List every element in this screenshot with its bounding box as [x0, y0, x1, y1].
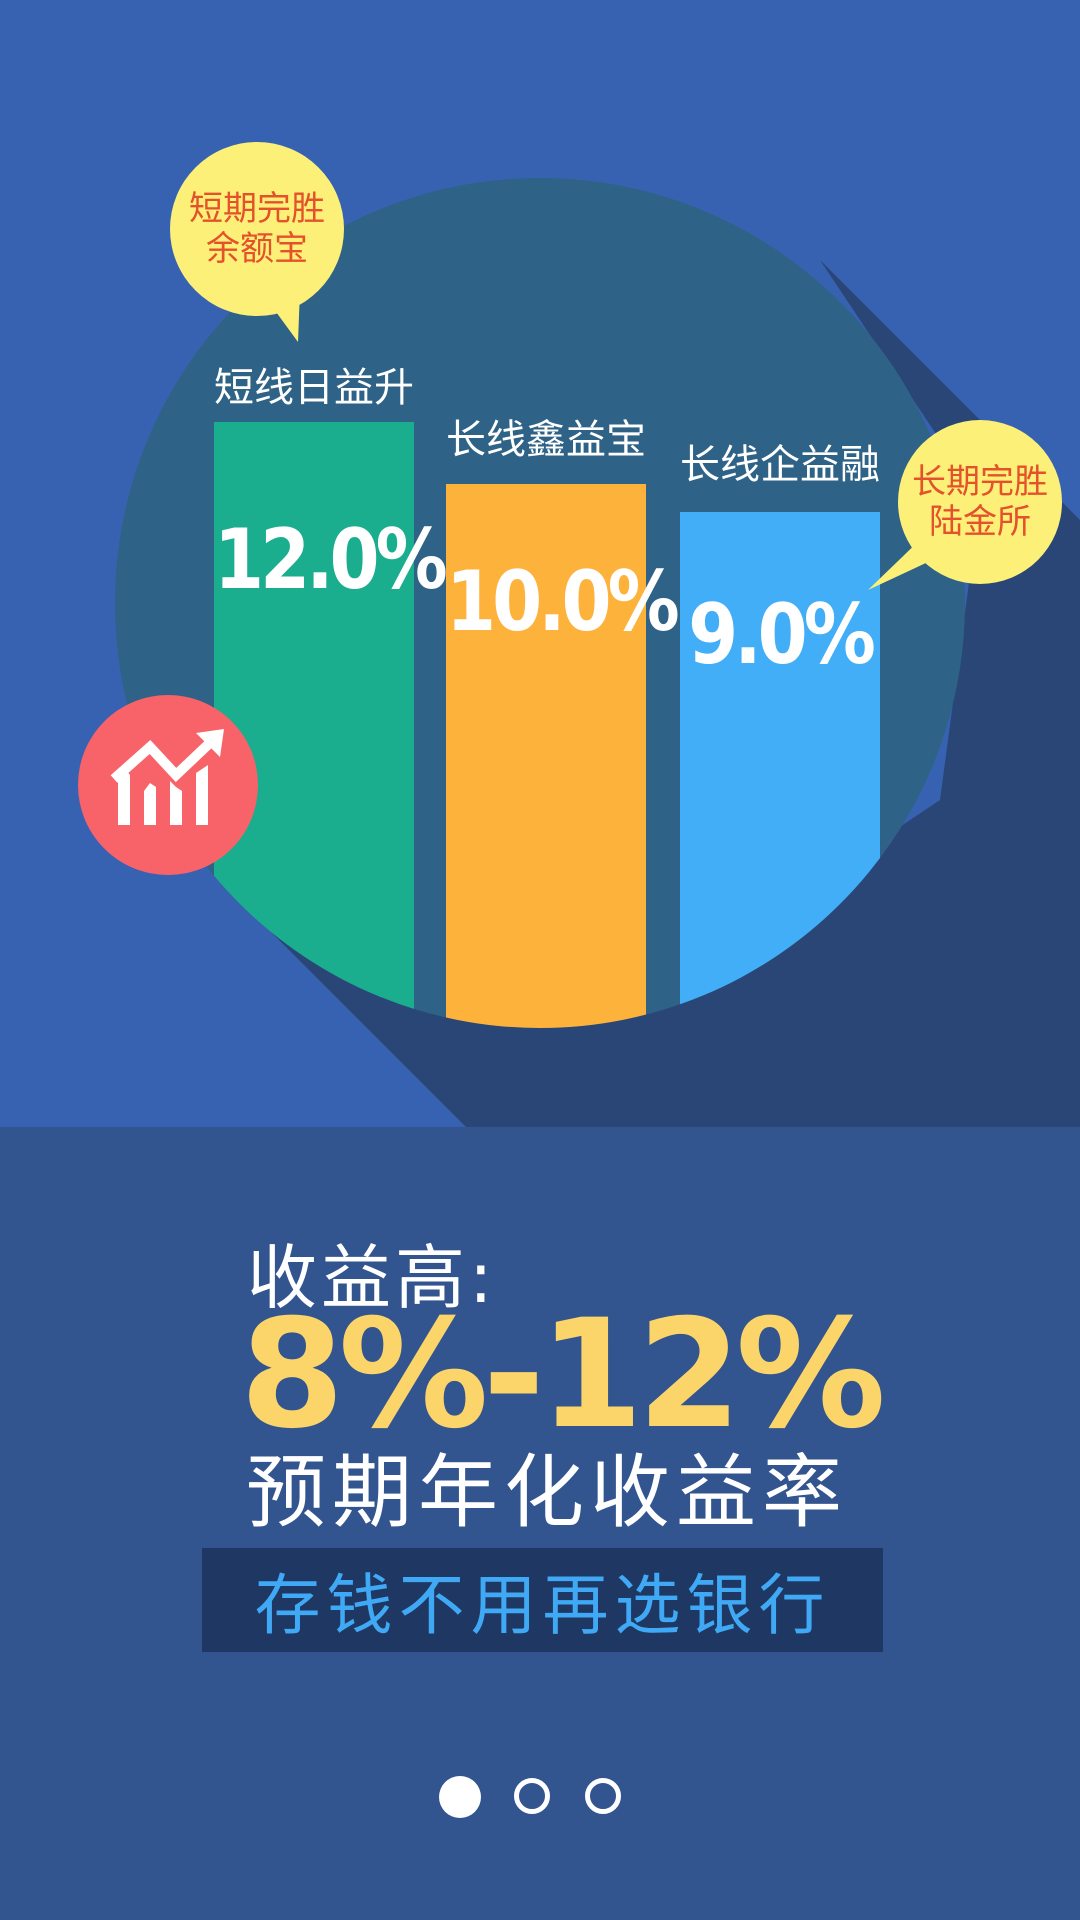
headline-prefix: 收益高:	[247, 1237, 497, 1319]
bar-value-label: 9.0%	[688, 585, 876, 683]
bar-value-label: 10.0%	[446, 552, 680, 650]
bar-long-term-qi: 9.0%	[680, 512, 880, 1028]
yield-range: 8%-12%	[240, 1288, 886, 1462]
category-label: 短线日益升	[214, 365, 414, 411]
page-dot-active[interactable]	[439, 1776, 481, 1818]
bar-long-term-xin: 10.0%	[446, 484, 680, 1028]
bubble-line: 短期完胜	[189, 189, 325, 229]
bubble-line: 余额宝	[206, 229, 308, 269]
bubble-line: 陆金所	[929, 502, 1031, 542]
bar-value-label: 12.0%	[214, 510, 448, 608]
slogan-text: 存钱不用再选银行	[254, 1567, 831, 1644]
page-dot[interactable]	[514, 1778, 550, 1814]
headline-subtitle: 预期年化收益率	[246, 1446, 848, 1539]
chart-circle: 12.0% 10.0% 9.0%	[115, 178, 965, 1028]
speech-bubble-long-term: 长期完胜 陆金所	[898, 420, 1062, 584]
bar-short-term: 12.0%	[214, 422, 448, 1028]
page-dot[interactable]	[585, 1778, 621, 1814]
speech-bubble-short-term: 短期完胜 余额宝	[170, 142, 344, 316]
slogan-banner: 存钱不用再选银行	[202, 1548, 883, 1652]
bubble-line: 长期完胜	[912, 462, 1048, 502]
category-label: 长线鑫益宝	[446, 417, 646, 463]
hero-panel: 12.0% 10.0% 9.0% 短线日益升 长线鑫益宝 长线企益融 短期完胜 …	[0, 0, 1080, 1127]
category-label: 长线企益融	[680, 442, 880, 488]
page-indicator	[0, 1776, 1080, 1822]
trending-up-icon	[78, 695, 258, 875]
